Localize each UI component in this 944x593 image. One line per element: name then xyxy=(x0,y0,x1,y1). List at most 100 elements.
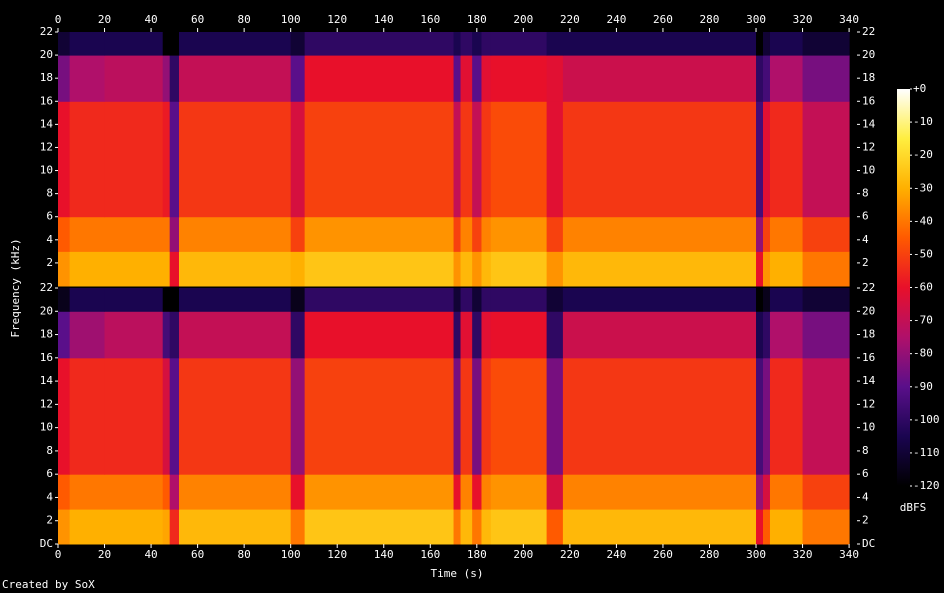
heat-cell xyxy=(756,357,764,475)
heat-cell xyxy=(472,251,482,287)
x-tick-label: 0 xyxy=(55,13,62,26)
heat-cell xyxy=(104,101,164,218)
heat-cell xyxy=(546,32,564,56)
heat-cell xyxy=(162,251,171,287)
heat-cell xyxy=(162,55,171,102)
heat-cell xyxy=(472,216,482,252)
heat-cell xyxy=(304,474,455,510)
y-tick-label: 6 xyxy=(862,210,869,223)
x-tick-label: 140 xyxy=(374,13,394,26)
heat-cell xyxy=(69,251,106,287)
heat-cell xyxy=(169,251,180,287)
x-tick-label: 120 xyxy=(327,13,347,26)
heat-cell xyxy=(481,55,492,102)
colorbar-tick-label: -110 xyxy=(913,446,940,459)
x-tick-label: 100 xyxy=(281,548,301,561)
y-tick-label: DC xyxy=(862,537,875,550)
heat-cell xyxy=(460,32,473,56)
y-tick-label: 12 xyxy=(40,140,53,153)
heat-cell xyxy=(104,216,164,252)
heat-cell xyxy=(546,251,564,287)
heat-cell xyxy=(290,55,306,102)
heat-cell xyxy=(460,474,473,510)
heat-cell xyxy=(769,509,804,545)
x-tick-label: 160 xyxy=(420,548,440,561)
heat-cell xyxy=(453,251,462,287)
heat-cell xyxy=(304,32,455,56)
heat-cell xyxy=(472,288,482,312)
heat-cell xyxy=(169,32,180,56)
y-tick-label: 6 xyxy=(46,210,53,223)
x-tick-label: 300 xyxy=(746,548,766,561)
heat-cell xyxy=(58,251,71,287)
y-tick-label: 22 xyxy=(40,25,53,38)
heat-cell xyxy=(763,55,771,102)
y-tick-label: 22 xyxy=(40,281,53,294)
heat-cell xyxy=(472,32,482,56)
heat-cell xyxy=(562,357,757,475)
y-tick-label: 10 xyxy=(40,164,53,177)
heat-cell xyxy=(178,216,292,252)
heat-cell xyxy=(58,101,71,218)
heat-cell xyxy=(104,32,164,56)
x-tick-label: 260 xyxy=(653,548,673,561)
y-tick-label: 2 xyxy=(46,256,53,269)
y-tick-label: 22 xyxy=(862,25,875,38)
heat-cell xyxy=(178,101,292,218)
x-tick-label: 220 xyxy=(560,13,580,26)
heat-cell xyxy=(58,311,71,359)
heat-cell xyxy=(169,311,180,359)
heat-cell xyxy=(546,288,564,312)
x-tick-label: 80 xyxy=(238,13,251,26)
heat-cell xyxy=(453,474,462,510)
heat-cell xyxy=(490,509,548,545)
y-tick-label: 20 xyxy=(40,48,53,61)
heat-cell xyxy=(290,509,306,545)
y-tick-label: 18 xyxy=(862,71,875,84)
heat-cell xyxy=(162,101,171,218)
colorbar-tick-label: +0 xyxy=(913,82,926,95)
heat-cell xyxy=(481,216,492,252)
y-tick-label: 8 xyxy=(46,444,53,457)
heat-cell xyxy=(453,357,462,475)
y-tick-label: 16 xyxy=(862,351,875,364)
heat-cell xyxy=(304,216,455,252)
heat-cell xyxy=(104,288,164,312)
colorbar-label: dBFS xyxy=(900,501,927,514)
heat-cell xyxy=(290,357,306,475)
colorbar-tick-label: -40 xyxy=(913,214,933,227)
heat-cell xyxy=(453,311,462,359)
heat-cell xyxy=(169,474,180,510)
x-tick-label: 20 xyxy=(98,13,111,26)
x-tick-label: 240 xyxy=(606,13,626,26)
x-tick-label: 260 xyxy=(653,13,673,26)
heat-cell xyxy=(562,101,757,218)
heat-cell xyxy=(756,288,764,312)
heat-cell xyxy=(769,474,804,510)
x-tick-label: 140 xyxy=(374,548,394,561)
y-tick-label: 12 xyxy=(862,140,875,153)
heat-cell xyxy=(802,101,850,218)
heat-cell xyxy=(104,474,164,510)
heat-cell xyxy=(472,509,482,545)
y-tick-label: 2 xyxy=(46,514,53,527)
heat-cell xyxy=(178,55,292,102)
heat-cell xyxy=(69,474,106,510)
x-tick-label: 340 xyxy=(839,548,859,561)
x-tick-label: 200 xyxy=(513,548,533,561)
heat-cell xyxy=(460,509,473,545)
x-tick-label: 200 xyxy=(513,13,533,26)
y-tick-label: 4 xyxy=(862,233,869,246)
heat-cell xyxy=(162,216,171,252)
heat-cell xyxy=(756,101,764,218)
heat-cell xyxy=(481,357,492,475)
heat-cell xyxy=(290,251,306,287)
heat-cell xyxy=(756,32,764,56)
y-tick-label: 18 xyxy=(40,71,53,84)
heat-cell xyxy=(802,357,850,475)
heat-cell xyxy=(162,357,171,475)
heat-cell xyxy=(802,55,850,102)
x-tick-label: 120 xyxy=(327,548,347,561)
heat-cell xyxy=(162,509,171,545)
